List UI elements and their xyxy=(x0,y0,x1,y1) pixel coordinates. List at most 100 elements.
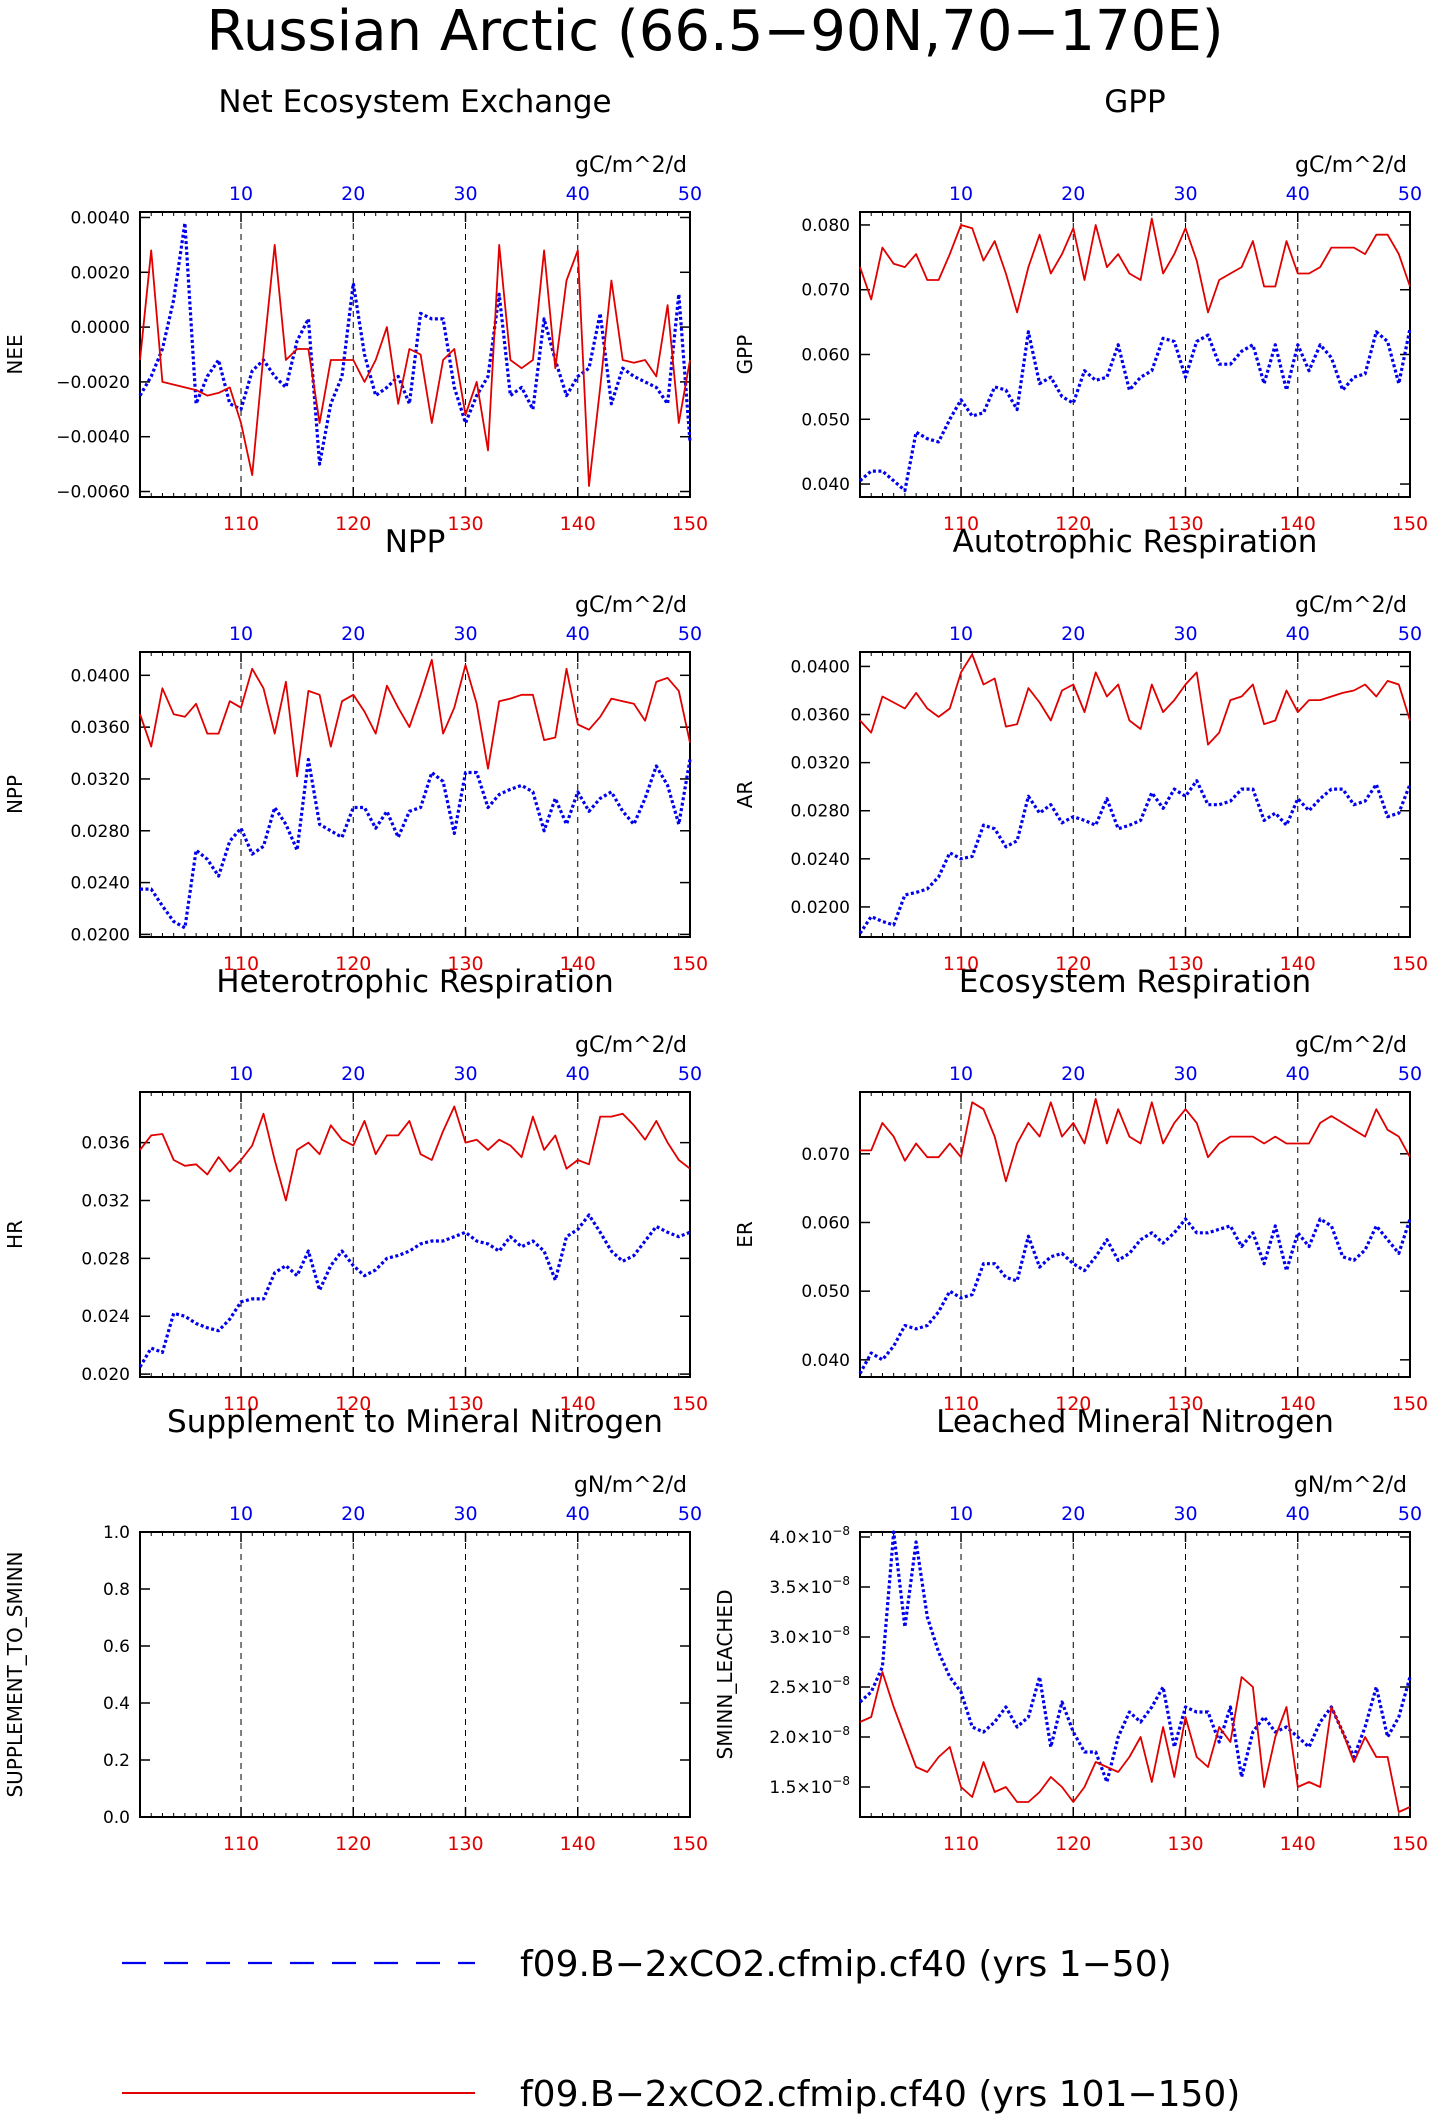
y-tick-label: 0.050 xyxy=(801,410,850,430)
x-top-tick-label: 20 xyxy=(341,183,365,205)
x-bottom-tick-label: 130 xyxy=(447,953,483,975)
x-bottom-tick-label: 130 xyxy=(1167,1393,1203,1415)
y-tick-exponent: −8 xyxy=(832,1624,850,1638)
x-bottom-tick-label: 130 xyxy=(447,1833,483,1855)
chart-panel-6: Ecosystem Respiration gC/m^2/d 110 120 130 14… xyxy=(733,964,1428,1415)
chart-panel-4: Autotrophic Respiration gC/m^2/d 110 120 130… xyxy=(733,524,1428,975)
y-tick-label: 0.032 xyxy=(81,1192,130,1212)
y-tick-label: 0.080 xyxy=(801,216,850,236)
chart-title: GPP xyxy=(1104,84,1165,120)
y-tick-label: 0.040 xyxy=(801,475,850,495)
units-label: gC/m^2/d xyxy=(575,153,687,178)
x-top-tick-label: 40 xyxy=(566,1063,590,1085)
units-label: gN/m^2/d xyxy=(1294,1473,1407,1498)
y-tick-exponent: −8 xyxy=(832,1774,850,1788)
y-tick-label: 3.5×10−8 xyxy=(769,1574,850,1598)
y-tick-label: 0.060 xyxy=(801,346,850,366)
x-top-tick-label: 30 xyxy=(1173,623,1197,645)
y-tick-label: 0.0240 xyxy=(791,850,850,870)
y-tick-label: 0.020 xyxy=(81,1365,130,1385)
x-top-tick-label: 20 xyxy=(1061,183,1085,205)
y-tick-label: 0.0 xyxy=(103,1808,130,1828)
units-label: gC/m^2/d xyxy=(1295,1033,1407,1058)
x-bottom-tick-label: 140 xyxy=(560,1393,596,1415)
x-top-tick-label: 10 xyxy=(229,623,253,645)
chart-panel-3: NPP gC/m^2/d 110 120 130 140 150 10 20 30 40 50 0.02… xyxy=(3,524,708,975)
x-top-tick-label: 40 xyxy=(566,183,590,205)
x-bottom-tick-label: 150 xyxy=(672,513,708,535)
y-tick-label: 0.024 xyxy=(81,1307,130,1327)
x-bottom-tick-label: 130 xyxy=(447,1393,483,1415)
x-top-tick-label: 50 xyxy=(1398,1503,1422,1525)
y-tick-label: 0.0360 xyxy=(791,706,850,726)
y-tick-label: −0.0060 xyxy=(56,483,130,503)
series-a-line xyxy=(858,1217,1412,1375)
y-tick-label: 0.0320 xyxy=(791,754,850,774)
chart-title: Net Ecosystem Exchange xyxy=(218,84,611,120)
x-top-tick-label: 50 xyxy=(1398,1063,1422,1085)
x-top-tick-label: 10 xyxy=(949,623,973,645)
y-tick-label: 0.0200 xyxy=(71,925,130,945)
y-tick-label: 0.050 xyxy=(801,1282,850,1302)
units-label: gC/m^2/d xyxy=(575,593,687,618)
x-bottom-tick-label: 110 xyxy=(943,953,979,975)
y-tick-label: 0.0400 xyxy=(71,666,130,686)
x-bottom-tick-label: 110 xyxy=(223,1393,259,1415)
chart-title: Leached Mineral Nitrogen xyxy=(936,1404,1334,1440)
x-top-tick-label: 20 xyxy=(341,623,365,645)
plot-frame xyxy=(859,1091,1411,1378)
chart-title: Ecosystem Respiration xyxy=(959,964,1311,1000)
chart-panel-1: Net Ecosystem Exchange gC/m^2/d 110 120 130 1… xyxy=(3,84,708,535)
x-top-tick-label: 50 xyxy=(1398,183,1422,205)
x-bottom-tick-label: 110 xyxy=(943,513,979,535)
y-axis-label: NEE xyxy=(3,334,27,374)
y-tick-label: 0.6 xyxy=(103,1637,130,1657)
y-tick-mantissa: 2.5×10 xyxy=(769,1678,832,1698)
x-bottom-tick-label: 120 xyxy=(335,1833,371,1855)
y-axis-label: SUPPLEMENT_TO_SMINN xyxy=(3,1551,27,1797)
x-top-tick-label: 50 xyxy=(1398,623,1422,645)
y-axis-label: GPP xyxy=(733,335,757,375)
y-tick-label: 0.2 xyxy=(103,1751,130,1771)
series-a-line xyxy=(138,1213,691,1368)
y-tick-mantissa: 3.0×10 xyxy=(769,1628,832,1648)
x-top-tick-label: 30 xyxy=(453,623,477,645)
y-axis-label: NPP xyxy=(3,775,27,814)
y-tick-label: 0.0240 xyxy=(71,874,130,894)
y-tick-label: 3.0×10−8 xyxy=(769,1624,850,1648)
x-bottom-tick-label: 120 xyxy=(335,513,371,535)
x-bottom-tick-label: 110 xyxy=(223,513,259,535)
x-bottom-tick-label: 130 xyxy=(447,513,483,535)
y-tick-label: 0.0040 xyxy=(71,208,130,228)
figure-title: Russian Arctic (66.5−90N,70−170E) xyxy=(206,0,1223,64)
series-b-line xyxy=(139,1105,691,1202)
x-bottom-tick-label: 140 xyxy=(1280,513,1316,535)
series-a-line xyxy=(858,328,1412,493)
x-bottom-tick-label: 120 xyxy=(1055,1833,1091,1855)
x-top-tick-label: 30 xyxy=(453,1063,477,1085)
plot-frame xyxy=(139,651,691,938)
legend: f09.B−2xCO2.cfmip.cf40 (yrs 1−50) f09.B−… xyxy=(122,1944,1240,2115)
x-bottom-tick-label: 120 xyxy=(1055,953,1091,975)
x-top-tick-label: 10 xyxy=(949,183,973,205)
y-tick-exponent: −8 xyxy=(832,1724,850,1738)
x-bottom-tick-label: 120 xyxy=(335,1393,371,1415)
units-label: gC/m^2/d xyxy=(1295,593,1407,618)
series-b-line xyxy=(860,1098,1411,1183)
chart-panel-2: GPP gC/m^2/d 110 120 130 140 150 10 20 30 40 50 0.04… xyxy=(733,84,1428,535)
x-bottom-tick-label: 140 xyxy=(1280,953,1316,975)
y-axis-label: AR xyxy=(733,781,757,809)
x-top-tick-label: 50 xyxy=(678,623,702,645)
y-tick-mantissa: 3.5×10 xyxy=(769,1578,832,1598)
x-bottom-tick-label: 130 xyxy=(1167,953,1203,975)
legend-label-series-a: f09.B−2xCO2.cfmip.cf40 (yrs 1−50) xyxy=(520,1944,1172,1985)
y-tick-label: 0.060 xyxy=(801,1213,850,1233)
x-bottom-tick-label: 110 xyxy=(223,953,259,975)
y-tick-label: 0.0320 xyxy=(71,770,130,790)
units-label: gC/m^2/d xyxy=(1295,153,1407,178)
y-tick-label: 0.8 xyxy=(103,1580,130,1600)
x-bottom-tick-label: 150 xyxy=(672,953,708,975)
series-b-line xyxy=(859,653,1411,746)
y-axis-label: HR xyxy=(3,1220,27,1249)
